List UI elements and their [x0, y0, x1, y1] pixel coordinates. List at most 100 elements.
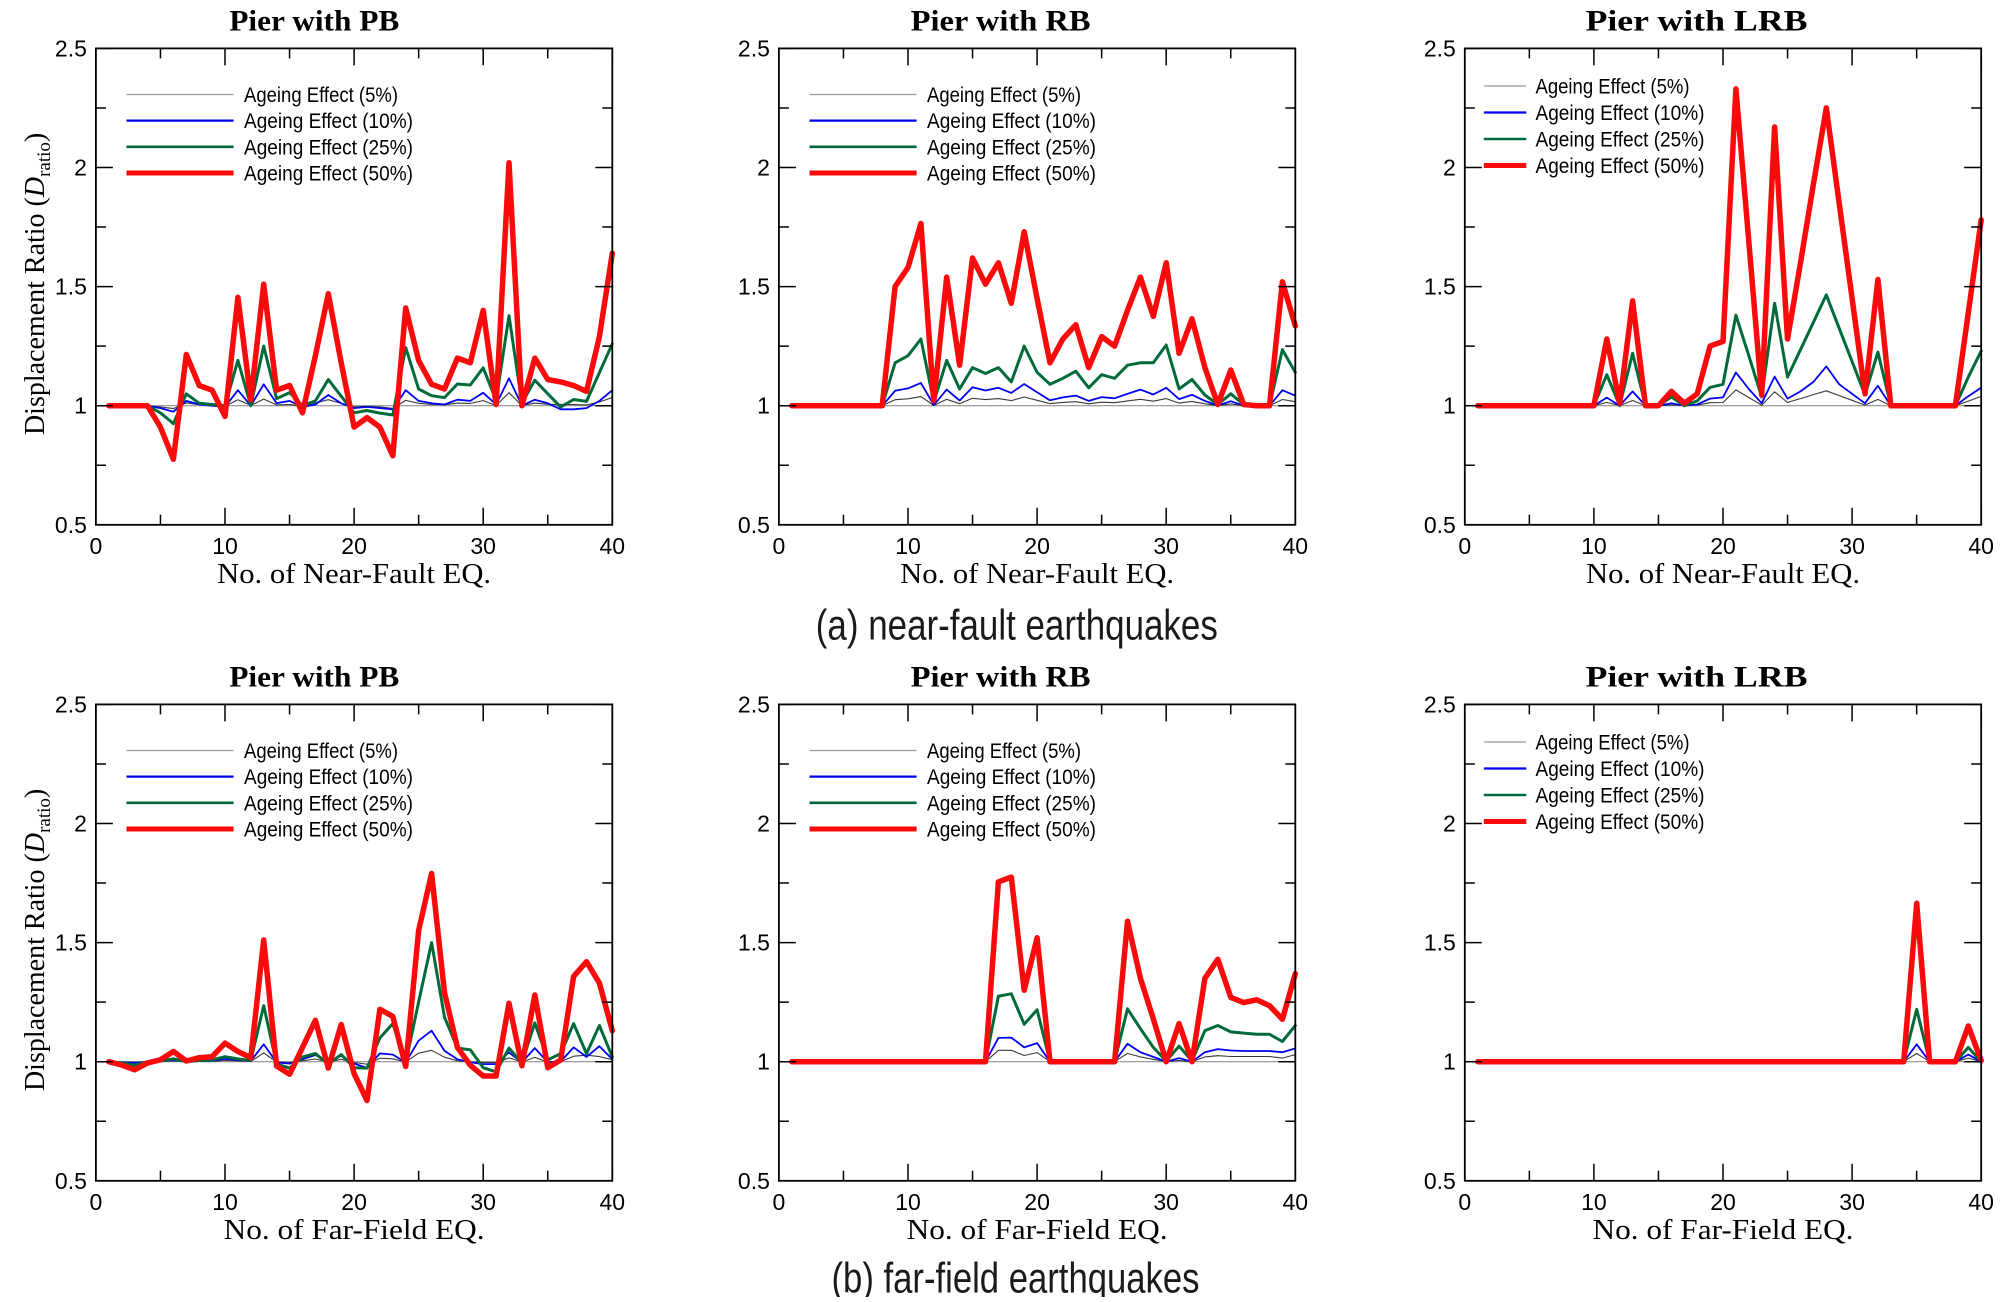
svg-text:1.5: 1.5	[1424, 930, 1456, 956]
svg-text:0.5: 0.5	[738, 512, 770, 538]
svg-text:20: 20	[341, 533, 367, 559]
svg-text:Pier with RB: Pier with RB	[911, 6, 1091, 38]
svg-text:Ageing Effect (10%): Ageing Effect (10%)	[244, 766, 413, 789]
svg-text:Ageing Effect (25%): Ageing Effect (25%)	[927, 792, 1096, 815]
svg-text:40: 40	[1968, 1189, 1994, 1215]
svg-text:Ageing Effect (5%): Ageing Effect (5%)	[244, 740, 398, 763]
svg-text:10: 10	[212, 1189, 238, 1215]
svg-text:2: 2	[757, 155, 770, 181]
svg-text:20: 20	[1024, 533, 1050, 559]
svg-text:No. of Far-Field EQ.: No. of Far-Field EQ.	[907, 1215, 1168, 1246]
svg-text:2.5: 2.5	[55, 691, 87, 717]
svg-text:Ageing Effect (50%): Ageing Effect (50%)	[1536, 811, 1705, 834]
svg-text:No. of Near-Fault EQ.: No. of Near-Fault EQ.	[900, 559, 1174, 590]
svg-text:Ageing Effect (25%): Ageing Effect (25%)	[927, 136, 1096, 159]
svg-text:40: 40	[1968, 533, 1994, 559]
svg-text:(b) far-field earthquakes: (b) far-field earthquakes	[832, 1255, 1200, 1298]
svg-text:2.5: 2.5	[1424, 35, 1456, 61]
svg-text:Ageing Effect (5%): Ageing Effect (5%)	[927, 84, 1081, 107]
svg-text:Pier with PB: Pier with PB	[229, 6, 399, 38]
svg-text:2: 2	[74, 155, 87, 181]
svg-text:30: 30	[1153, 533, 1179, 559]
svg-text:30: 30	[1839, 1189, 1865, 1215]
svg-text:Ageing Effect (5%): Ageing Effect (5%)	[1536, 76, 1690, 99]
svg-text:2.5: 2.5	[55, 35, 87, 61]
svg-text:10: 10	[895, 533, 921, 559]
svg-text:10: 10	[1581, 533, 1607, 559]
svg-text:1: 1	[74, 1049, 87, 1075]
svg-text:40: 40	[600, 1189, 626, 1215]
svg-text:1: 1	[1443, 1049, 1456, 1075]
svg-text:40: 40	[1283, 1189, 1309, 1215]
svg-text:Displacement Ratio (Dratio): Displacement Ratio (Dratio)	[20, 133, 55, 435]
svg-text:0: 0	[90, 533, 103, 559]
svg-text:Pier with LRB: Pier with LRB	[1586, 662, 1808, 694]
svg-text:1.5: 1.5	[738, 274, 770, 300]
svg-text:1.5: 1.5	[55, 930, 87, 956]
svg-text:10: 10	[1581, 1189, 1607, 1215]
svg-text:Ageing Effect (25%): Ageing Effect (25%)	[244, 136, 413, 159]
svg-text:Ageing Effect (50%): Ageing Effect (50%)	[927, 163, 1096, 186]
svg-text:1.5: 1.5	[1424, 274, 1456, 300]
svg-text:2: 2	[1443, 155, 1456, 181]
svg-text:1: 1	[757, 393, 770, 419]
svg-text:0: 0	[773, 1189, 786, 1215]
svg-text:0: 0	[773, 533, 786, 559]
svg-text:Ageing Effect (50%): Ageing Effect (50%)	[1536, 155, 1705, 178]
svg-text:No. of Near-Fault EQ.: No. of Near-Fault EQ.	[217, 559, 491, 590]
svg-text:No. of Far-Field EQ.: No. of Far-Field EQ.	[1593, 1215, 1854, 1246]
svg-text:Ageing Effect (5%): Ageing Effect (5%)	[244, 84, 398, 107]
svg-text:0.5: 0.5	[1424, 1168, 1456, 1194]
svg-text:40: 40	[1283, 533, 1309, 559]
svg-text:1: 1	[74, 393, 87, 419]
svg-text:20: 20	[1024, 1189, 1050, 1215]
svg-text:10: 10	[895, 1189, 921, 1215]
svg-text:20: 20	[1710, 533, 1736, 559]
svg-text:Ageing Effect (25%): Ageing Effect (25%)	[244, 792, 413, 815]
svg-text:20: 20	[1710, 1189, 1736, 1215]
svg-text:Pier with PB: Pier with PB	[229, 662, 399, 694]
svg-text:0: 0	[1458, 1189, 1471, 1215]
svg-text:Ageing Effect (50%): Ageing Effect (50%)	[244, 819, 413, 842]
svg-text:Ageing Effect (10%): Ageing Effect (10%)	[927, 766, 1096, 789]
svg-text:1: 1	[757, 1049, 770, 1075]
svg-text:Ageing Effect (50%): Ageing Effect (50%)	[244, 163, 413, 186]
svg-text:0: 0	[90, 1189, 103, 1215]
svg-text:Ageing Effect (25%): Ageing Effect (25%)	[1536, 785, 1705, 808]
svg-text:0.5: 0.5	[738, 1168, 770, 1194]
svg-text:1: 1	[1443, 393, 1456, 419]
svg-text:No. of Far-Field EQ.: No. of Far-Field EQ.	[224, 1215, 485, 1246]
svg-text:Ageing Effect (10%): Ageing Effect (10%)	[1536, 102, 1705, 125]
svg-text:2: 2	[1443, 811, 1456, 837]
svg-text:Ageing Effect (5%): Ageing Effect (5%)	[1536, 732, 1690, 755]
svg-text:Ageing Effect (10%): Ageing Effect (10%)	[927, 110, 1096, 133]
svg-text:Ageing Effect (10%): Ageing Effect (10%)	[1536, 758, 1705, 781]
svg-text:Displacement Ratio (Dratio): Displacement Ratio (Dratio)	[20, 789, 55, 1091]
svg-text:2.5: 2.5	[738, 35, 770, 61]
svg-text:1.5: 1.5	[55, 274, 87, 300]
svg-text:Ageing Effect (25%): Ageing Effect (25%)	[1536, 129, 1705, 152]
svg-text:No. of Near-Fault EQ.: No. of Near-Fault EQ.	[1586, 559, 1860, 590]
svg-text:30: 30	[470, 1189, 496, 1215]
svg-text:2: 2	[74, 811, 87, 837]
svg-text:30: 30	[1153, 1189, 1179, 1215]
svg-text:2.5: 2.5	[1424, 691, 1456, 717]
svg-text:1.5: 1.5	[738, 930, 770, 956]
svg-text:Ageing Effect (10%): Ageing Effect (10%)	[244, 110, 413, 133]
svg-text:Ageing Effect (5%): Ageing Effect (5%)	[927, 740, 1081, 763]
svg-text:20: 20	[341, 1189, 367, 1215]
svg-text:30: 30	[470, 533, 496, 559]
svg-text:0: 0	[1458, 533, 1471, 559]
svg-text:0.5: 0.5	[1424, 512, 1456, 538]
svg-text:2.5: 2.5	[738, 691, 770, 717]
svg-text:0.5: 0.5	[55, 1168, 87, 1194]
svg-text:Pier with LRB: Pier with LRB	[1586, 6, 1808, 38]
svg-text:0.5: 0.5	[55, 512, 87, 538]
svg-text:Pier with RB: Pier with RB	[911, 662, 1091, 694]
svg-text:30: 30	[1839, 533, 1865, 559]
svg-text:Ageing Effect (50%): Ageing Effect (50%)	[927, 819, 1096, 842]
svg-text:40: 40	[600, 533, 626, 559]
svg-text:2: 2	[757, 811, 770, 837]
svg-text:(a) near-fault earthquakes: (a) near-fault earthquakes	[816, 602, 1218, 650]
svg-text:10: 10	[212, 533, 238, 559]
